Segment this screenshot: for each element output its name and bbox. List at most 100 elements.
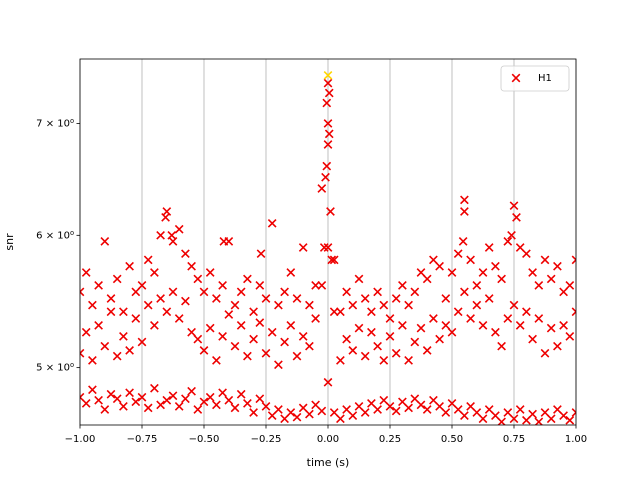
series [323,70,333,80]
point [422,274,432,284]
point [515,320,525,330]
point [218,388,227,398]
point [509,201,519,211]
point [404,356,413,365]
point [156,230,165,240]
point [528,334,537,344]
point [319,243,329,252]
point [187,386,196,396]
point [162,307,172,317]
point [348,300,358,310]
point [565,332,575,341]
point [298,332,308,341]
point [472,281,482,290]
point [326,207,335,216]
point [181,249,190,259]
point [385,402,395,411]
point [230,300,240,310]
point [410,287,420,297]
point [150,268,159,277]
plot-frame [79,58,577,426]
point [199,397,209,407]
point [243,274,252,284]
point [540,255,550,265]
point [410,337,420,347]
point [534,417,544,425]
point [256,249,266,259]
point [515,405,525,414]
point [298,243,308,252]
point [497,274,506,284]
point [187,261,196,271]
y-tick-label: 7 × 10⁰ [36,118,74,129]
point [199,287,209,297]
point [305,300,314,310]
point [472,300,482,310]
point [360,351,370,361]
point [112,351,122,361]
point [323,377,333,387]
point [323,119,333,128]
point [249,307,258,317]
point [181,394,190,404]
point [230,403,240,413]
point [497,417,506,425]
x-tick-label: −0.25 [251,434,282,445]
point [491,327,500,337]
point [385,332,395,341]
point [243,351,252,361]
point [422,405,432,414]
point [354,274,364,284]
point [460,207,469,216]
point [88,385,97,395]
point [447,268,457,277]
point [546,323,556,333]
point [150,383,159,393]
point [187,327,196,337]
point [379,300,389,310]
point [553,341,562,351]
point [156,400,165,410]
point [398,281,407,290]
point [131,287,141,297]
point [212,294,221,303]
point [329,307,339,317]
legend-label: H1 [538,73,552,84]
point [329,255,339,265]
point [348,346,358,355]
point [119,307,128,317]
point [342,287,351,297]
point [336,414,345,424]
point [323,78,333,88]
point [416,400,426,410]
point [491,261,500,271]
point [324,129,334,139]
point [546,274,556,284]
point [571,255,576,265]
point [80,348,85,358]
point [317,406,327,416]
point [106,307,116,317]
point [249,408,258,417]
point [528,268,537,277]
point [193,405,203,414]
point [311,314,320,323]
point [286,268,296,277]
point [478,268,488,277]
point [174,402,184,411]
point [391,348,401,358]
point [161,213,170,222]
point [559,287,568,297]
point [292,412,302,422]
point [360,408,370,417]
point [416,323,426,333]
point [441,320,451,330]
point [342,334,351,344]
point [267,327,277,337]
y-axis-title: snr [3,233,16,251]
point [81,327,91,337]
point [236,389,246,399]
point [327,255,337,265]
point [274,300,283,310]
point [367,307,376,317]
